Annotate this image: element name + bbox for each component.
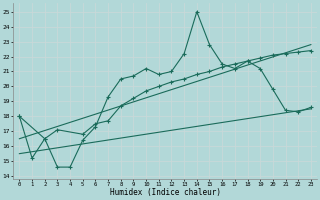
X-axis label: Humidex (Indice chaleur): Humidex (Indice chaleur) [110, 188, 220, 197]
